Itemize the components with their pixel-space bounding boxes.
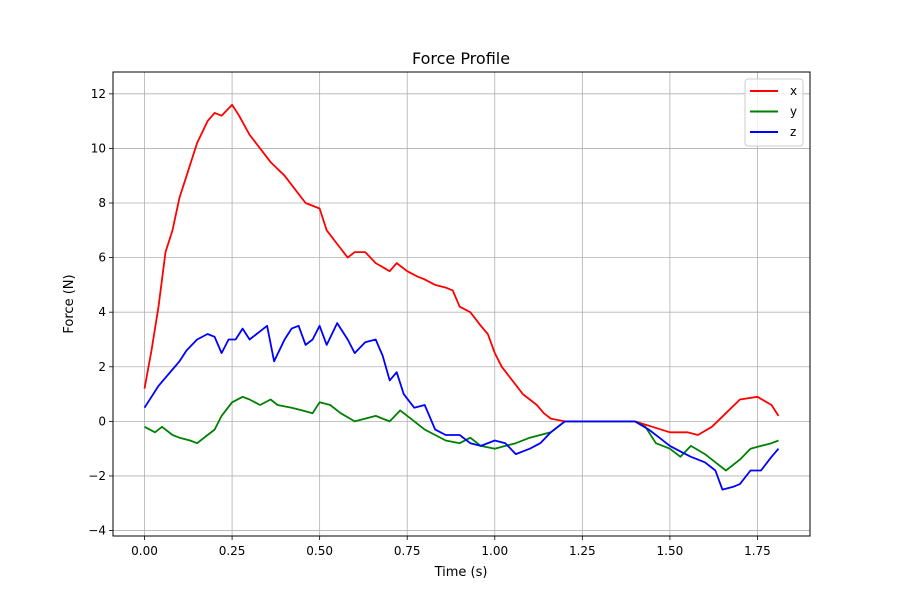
x-tick-label: 1.50 xyxy=(657,544,684,558)
x-tick-label: 1.25 xyxy=(569,544,596,558)
y-tick-label: 6 xyxy=(98,251,106,265)
legend-label-z: z xyxy=(790,125,796,139)
y-tick-label: 10 xyxy=(91,141,106,155)
x-axis-label: Time (s) xyxy=(434,565,488,580)
series-line-y xyxy=(144,395,779,472)
x-axis-ticks: 0.00 0.25 0.50 0.75 1.00 1.25 1.50 1.75 xyxy=(131,536,771,558)
legend-label-x: x xyxy=(790,84,797,98)
grid xyxy=(113,72,810,536)
plot-lines xyxy=(143,103,780,491)
y-tick-label: −4 xyxy=(88,524,106,538)
axes-frame xyxy=(112,71,811,537)
series-line-z xyxy=(143,322,780,491)
y-axis-ticks: −4 −2 0 2 4 6 8 10 12 xyxy=(88,87,113,538)
legend: xyz xyxy=(744,78,804,147)
x-tick-label: 0.75 xyxy=(394,544,421,558)
y-axis-label: Force (N) xyxy=(62,274,77,333)
y-tick-label: 8 xyxy=(98,196,106,210)
x-tick-label: 1.00 xyxy=(481,544,508,558)
x-tick-label: 0.00 xyxy=(131,544,158,558)
y-tick-label: −2 xyxy=(88,469,106,483)
legend-label-y: y xyxy=(790,105,797,119)
chart-title: Force Profile xyxy=(412,49,510,68)
y-tick-label: 4 xyxy=(98,305,106,319)
x-tick-label: 0.25 xyxy=(219,544,246,558)
y-tick-label: 12 xyxy=(91,87,106,101)
y-tick-label: 0 xyxy=(98,414,106,428)
y-tick-label: 2 xyxy=(98,360,106,374)
x-tick-label: 1.75 xyxy=(744,544,771,558)
x-tick-label: 0.50 xyxy=(306,544,333,558)
